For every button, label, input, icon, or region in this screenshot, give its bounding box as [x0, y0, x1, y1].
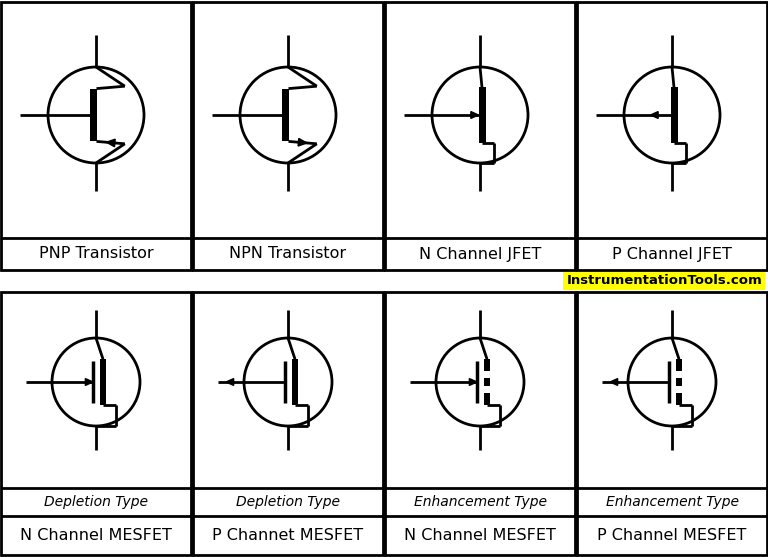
Text: N Channel JFET: N Channel JFET — [419, 247, 541, 261]
Bar — [676, 359, 682, 371]
Bar — [577, 2, 767, 270]
Bar — [577, 292, 767, 555]
Polygon shape — [107, 139, 115, 146]
Bar — [385, 292, 575, 555]
Bar — [484, 359, 490, 371]
Text: Depletion Type: Depletion Type — [236, 495, 340, 509]
Bar — [282, 89, 289, 141]
Polygon shape — [298, 139, 307, 146]
Text: P Channel JFET: P Channel JFET — [612, 247, 732, 261]
Text: N Channel MESFET: N Channel MESFET — [404, 528, 556, 543]
Bar — [90, 89, 97, 141]
Text: N Channel MESFET: N Channel MESFET — [20, 528, 172, 543]
Bar — [292, 359, 298, 405]
Text: InstrumentationTools.com: InstrumentationTools.com — [566, 275, 762, 287]
Polygon shape — [610, 379, 617, 385]
Text: P Channel MESFET: P Channel MESFET — [598, 528, 746, 543]
Bar — [385, 2, 575, 270]
Polygon shape — [469, 379, 477, 385]
Bar — [484, 393, 490, 405]
Polygon shape — [85, 379, 93, 385]
Bar — [193, 2, 383, 270]
Bar — [676, 378, 682, 386]
Polygon shape — [226, 379, 233, 385]
Bar — [1, 2, 191, 270]
Text: PNP Transistor: PNP Transistor — [38, 247, 154, 261]
Bar — [100, 359, 106, 405]
Text: NPN Transistor: NPN Transistor — [230, 247, 346, 261]
Bar — [193, 292, 383, 555]
Polygon shape — [471, 111, 478, 119]
Bar — [1, 292, 191, 555]
Bar — [670, 87, 677, 143]
Polygon shape — [650, 111, 658, 119]
Text: Depletion Type: Depletion Type — [44, 495, 148, 509]
Bar — [676, 393, 682, 405]
Text: Enhancement Type: Enhancement Type — [605, 495, 739, 509]
Text: P Channet MESFET: P Channet MESFET — [213, 528, 363, 543]
Text: Enhancement Type: Enhancement Type — [413, 495, 547, 509]
Bar — [478, 87, 485, 143]
Bar — [484, 378, 490, 386]
